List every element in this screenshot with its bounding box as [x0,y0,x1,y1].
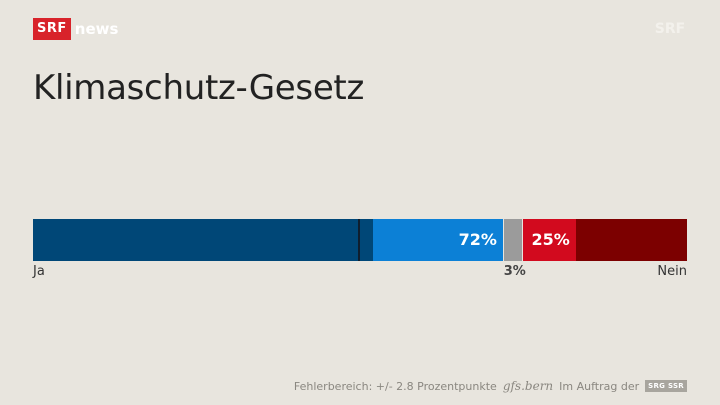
logo-news: news [74,20,119,38]
bar-nein-strong [575,219,687,261]
error-margin-text: Fehlerbereich: +/- 2.8 Prozentpunkte [293,379,497,393]
nein-total-label: 25% [531,230,570,249]
undecided-label: 3% [503,264,526,279]
logo: SRF news [33,18,118,40]
corner-watermark: SRF [654,21,686,37]
institute-logo: gfs.bern [502,379,554,393]
majority-line [358,219,360,261]
chart-title: Klimaschutz-Gesetz [33,68,365,108]
bar-undecided [503,219,524,261]
ja-total-label: 72% [458,230,497,249]
bar-ja-light: 72% [373,219,504,261]
ja-axis-label: Ja [33,264,45,279]
stacked-bar: 72% 25% [33,219,687,261]
nein-axis-label: Nein [657,264,687,279]
bar-ja-strong [33,219,374,261]
footer: Fehlerbereich: +/- 2.8 Prozentpunkte gfs… [294,379,687,393]
logo-srf: SRF [33,18,71,40]
commissioned-text: Im Auftrag der [559,379,640,393]
commissioner-badge: SRG SSR [645,380,687,392]
bar-nein-light: 25% [523,219,576,261]
